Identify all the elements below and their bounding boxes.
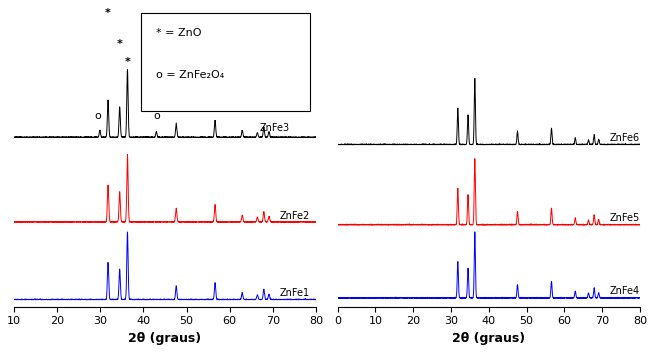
Text: ZnFe2: ZnFe2 <box>279 211 309 221</box>
FancyBboxPatch shape <box>141 13 310 111</box>
Text: ZnFe1: ZnFe1 <box>279 288 309 298</box>
Text: *: * <box>239 96 245 106</box>
Text: o: o <box>153 111 160 120</box>
Text: ZnFe6: ZnFe6 <box>610 133 640 143</box>
Text: *: * <box>212 89 218 99</box>
Text: *: * <box>124 57 130 67</box>
X-axis label: 2θ (graus): 2θ (graus) <box>452 332 525 345</box>
Text: ZnFe3: ZnFe3 <box>260 123 290 133</box>
Text: * = ZnO: * = ZnO <box>156 28 201 38</box>
Text: o = ZnFe₂O₄: o = ZnFe₂O₄ <box>156 70 224 80</box>
Text: o: o <box>95 111 101 120</box>
Text: *: * <box>261 101 267 111</box>
Text: ZnFe5: ZnFe5 <box>610 213 640 223</box>
Text: *: * <box>117 39 122 49</box>
X-axis label: 2θ (graus): 2θ (graus) <box>128 332 201 345</box>
Text: *: * <box>173 88 179 98</box>
Text: ZnFe4: ZnFe4 <box>610 286 640 296</box>
Text: *: * <box>105 7 111 18</box>
Text: *: * <box>250 99 256 109</box>
